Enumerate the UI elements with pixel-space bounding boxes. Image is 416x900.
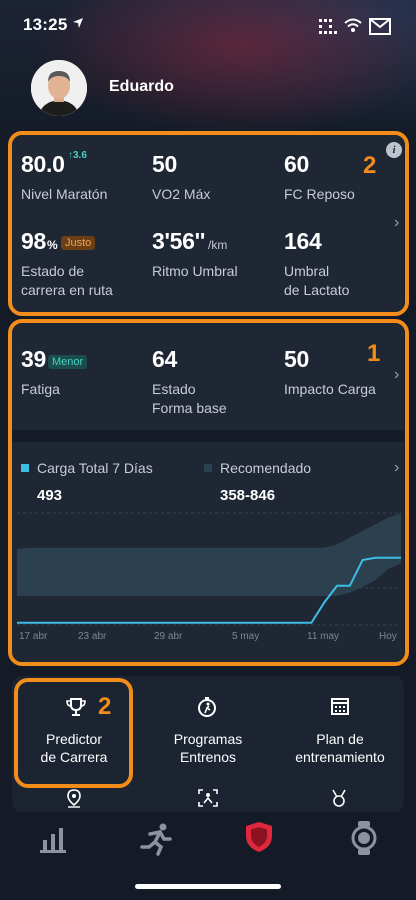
load-chart	[17, 512, 401, 626]
impacto-carga-value: 50	[284, 346, 309, 372]
location-arrow-icon	[73, 18, 83, 28]
plan-label-2: entrenamiento	[295, 749, 385, 765]
nivel-maraton-label: Nivel Maratón	[21, 186, 108, 202]
status-icons	[318, 16, 392, 36]
mail-icon	[369, 18, 391, 35]
umbral-lactato-label-2: de Lactato	[284, 282, 350, 298]
predictor-label-1: Predictor	[45, 731, 103, 747]
x-tick-label: 11 may	[307, 631, 340, 642]
legend-value-carga: 493	[37, 487, 63, 504]
x-tick-label: 17 abr	[19, 631, 48, 642]
estado-carrera-label-2: carrera en ruta	[21, 282, 113, 298]
signal-icon	[319, 19, 337, 34]
vo2-value: 50	[152, 151, 177, 177]
legend-label-carga: Carga Total 7 Días	[37, 460, 153, 476]
predictor-label-2: de Carrera	[40, 749, 108, 765]
programas-entrenos-button[interactable]: Programas Entrenos	[152, 690, 264, 786]
estado-carrera-label-1: Estado de	[21, 263, 85, 279]
programas-label-1: Programas	[173, 731, 243, 747]
ritmo-umbral-unit: /km	[208, 238, 228, 252]
predictor-carrera-button[interactable]: Predictor de Carrera	[18, 690, 130, 786]
wifi-icon	[344, 18, 362, 32]
programas-label-2: Entrenos	[179, 749, 237, 765]
highlight-number-performance: 2	[363, 152, 377, 179]
umbral-lactato-value: 164	[284, 228, 322, 254]
home-indicator	[135, 884, 281, 889]
x-tick-label: 23 abr	[78, 631, 107, 642]
recommended-band	[17, 513, 401, 596]
metrics-card-load[interactable]	[12, 322, 404, 662]
legend-swatch-recomendado	[204, 464, 212, 472]
shield-tab-icon[interactable]	[244, 820, 274, 854]
legend-value-recomendado: 358-846	[220, 487, 276, 504]
calendar-icon	[331, 698, 349, 715]
metrics-card-performance[interactable]	[12, 134, 404, 312]
x-tick-label: 5 may	[232, 631, 260, 642]
watch-tab-icon[interactable]	[349, 820, 379, 856]
vo2-label: VO2 Máx	[152, 186, 211, 202]
estado-forma-value: 64	[152, 346, 177, 372]
avatar[interactable]	[31, 60, 87, 116]
chevron-right-icon[interactable]: ›	[394, 459, 400, 476]
plan-label-1: Plan de	[316, 731, 364, 747]
x-tick-label: Hoy	[379, 631, 397, 642]
legend-label-recomendado: Recomendado	[220, 460, 312, 476]
highlight-number-predictor: 2	[98, 693, 112, 720]
chevron-right-icon[interactable]: ›	[394, 214, 400, 231]
chevron-right-icon[interactable]: ›	[394, 366, 400, 383]
highlight-box-load	[8, 319, 409, 666]
medal-icon[interactable]	[329, 788, 349, 808]
ritmo-umbral-label: Ritmo Umbral	[152, 263, 238, 279]
fatiga-label: Fatiga	[21, 381, 60, 397]
estado-carrera-unit: %	[47, 238, 58, 252]
stats-tab-icon[interactable]	[38, 826, 68, 854]
info-icon[interactable]: i	[386, 142, 402, 158]
umbral-lactato-label-1: Umbral	[284, 263, 330, 279]
plan-entrenamiento-button[interactable]: Plan de entrenamiento	[280, 690, 400, 786]
impacto-carga-label: Impacto Carga	[284, 381, 376, 397]
running-tab-icon[interactable]	[138, 822, 176, 856]
highlight-box-predictor	[14, 678, 133, 788]
legend-swatch-carga	[21, 464, 29, 472]
arrow-up-icon: ↑	[68, 150, 73, 161]
status-time: 13:25	[23, 15, 68, 34]
scan-person-icon[interactable]	[197, 788, 219, 808]
status-bar: 13:25	[0, 0, 416, 52]
nivel-maraton-value: 80.0	[21, 151, 65, 177]
estado-carrera-value: 98	[21, 228, 46, 254]
map-pin-icon[interactable]	[66, 788, 82, 808]
trophy-icon	[66, 698, 86, 716]
x-tick-label: 29 abr	[154, 631, 183, 642]
carga-total-line	[17, 556, 401, 624]
fatiga-badge: Menor	[48, 355, 88, 369]
estado-forma-label-2: Forma base	[152, 400, 227, 416]
section-divider	[12, 430, 404, 442]
trend-up-indicator: ↑3.6	[68, 150, 87, 161]
stopwatch-runner-icon	[198, 697, 216, 717]
estado-forma-label-1: Estado	[152, 381, 196, 397]
highlight-number-load: 1	[367, 340, 381, 367]
ritmo-umbral-value: 3'56''	[152, 228, 205, 254]
estado-carrera-badge: Justo	[61, 236, 96, 250]
fc-reposo-label: FC Reposo	[284, 186, 355, 202]
nivel-maraton-delta: 3.6	[73, 150, 87, 161]
highlight-box-performance	[8, 131, 409, 316]
fc-reposo-value: 60	[284, 151, 309, 177]
fatiga-value: 39	[21, 346, 46, 372]
profile-name[interactable]: Eduardo	[109, 78, 174, 95]
user-avatar-icon	[31, 60, 87, 116]
